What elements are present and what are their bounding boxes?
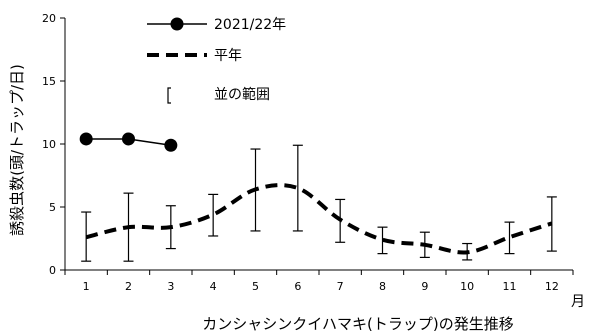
x-axis-label: 月 (571, 294, 585, 310)
x-tick-label: 10 (460, 280, 474, 293)
legend-marker-current (170, 17, 184, 31)
y-tick-label: 20 (42, 12, 56, 25)
marks (79, 132, 557, 262)
chart-title: カンシャシンクイハマキ(トラップ)の発生推移 (202, 315, 513, 333)
series-point-current (164, 138, 178, 152)
series-point-current (79, 132, 93, 146)
legend-label-current: 2021/22年 (214, 17, 286, 33)
x-tick-label: 1 (83, 280, 90, 293)
y-tick-label: 15 (42, 75, 56, 88)
x-tick-label: 2 (125, 280, 132, 293)
legend-label-range: 並の範囲 (214, 86, 270, 103)
x-tick-label: 5 (252, 280, 259, 293)
y-axis-label: 誘殺虫数(頭/トラップ/日) (8, 64, 26, 236)
x-tick-label: 8 (379, 280, 386, 293)
x-tick-label: 4 (210, 280, 217, 293)
legend-range-symbol (167, 87, 171, 104)
x-tick-label: 9 (421, 280, 428, 293)
legend-label-average: 平年 (214, 48, 242, 64)
x-tick-label: 7 (337, 280, 344, 293)
x-tick-label: 3 (167, 280, 174, 293)
x-tick-label: 6 (294, 280, 301, 293)
series-point-current (122, 132, 135, 146)
x-tick-label: 12 (545, 280, 559, 293)
y-tick-label: 0 (49, 264, 56, 277)
y-tick-label: 10 (42, 138, 56, 151)
y-tick-label: 5 (49, 201, 56, 214)
x-tick-label: 11 (503, 280, 517, 293)
series-line-average (85, 183, 553, 255)
